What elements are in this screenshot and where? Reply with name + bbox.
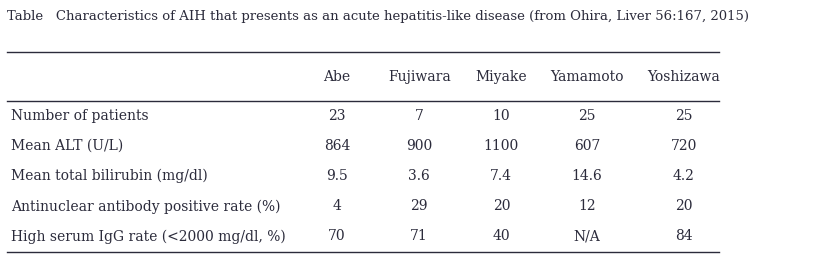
Text: 23: 23 (328, 109, 346, 123)
Text: 1100: 1100 (484, 139, 519, 153)
Text: 25: 25 (578, 109, 596, 123)
Text: 20: 20 (675, 199, 692, 213)
Text: 71: 71 (411, 230, 428, 243)
Text: 4.2: 4.2 (673, 169, 695, 183)
Text: Yamamoto: Yamamoto (550, 70, 624, 84)
Text: Mean ALT (U/L): Mean ALT (U/L) (11, 139, 123, 153)
Text: 10: 10 (493, 109, 510, 123)
Text: 20: 20 (493, 199, 510, 213)
Text: Number of patients: Number of patients (11, 109, 149, 123)
Text: 70: 70 (328, 230, 346, 243)
Text: 40: 40 (493, 230, 510, 243)
Text: Abe: Abe (323, 70, 351, 84)
Text: 900: 900 (406, 139, 432, 153)
Text: 607: 607 (574, 139, 600, 153)
Text: 14.6: 14.6 (572, 169, 602, 183)
Text: 7.4: 7.4 (490, 169, 513, 183)
Text: High serum IgG rate (<2000 mg/dl, %): High serum IgG rate (<2000 mg/dl, %) (11, 229, 286, 244)
Text: Miyake: Miyake (475, 70, 527, 84)
Text: Mean total bilirubin (mg/dl): Mean total bilirubin (mg/dl) (11, 169, 208, 183)
Text: 84: 84 (675, 230, 692, 243)
Text: 720: 720 (671, 139, 697, 153)
Text: 29: 29 (411, 199, 428, 213)
Text: 7: 7 (415, 109, 424, 123)
Text: 3.6: 3.6 (408, 169, 430, 183)
Text: 25: 25 (675, 109, 692, 123)
Text: 12: 12 (578, 199, 596, 213)
Text: Yoshizawa: Yoshizawa (647, 70, 720, 84)
Text: Fujiwara: Fujiwara (388, 70, 450, 84)
Text: Table   Characteristics of AIH that presents as an acute hepatitis-like disease : Table Characteristics of AIH that presen… (7, 10, 750, 24)
Text: 4: 4 (332, 199, 342, 213)
Text: N/A: N/A (573, 230, 601, 243)
Text: 864: 864 (324, 139, 351, 153)
Text: Antinuclear antibody positive rate (%): Antinuclear antibody positive rate (%) (11, 199, 280, 214)
Text: 9.5: 9.5 (327, 169, 348, 183)
